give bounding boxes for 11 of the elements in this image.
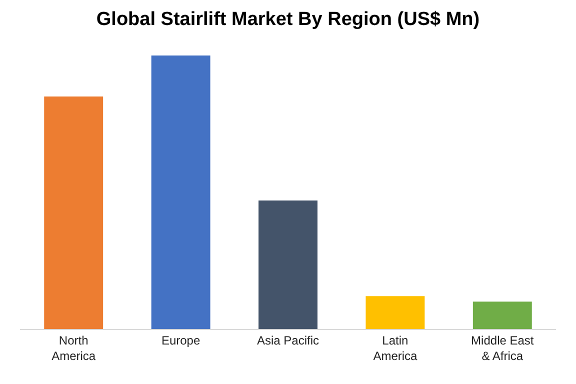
bar (366, 296, 425, 329)
x-tick-label: North America (52, 333, 96, 363)
bar (472, 302, 532, 329)
bar (151, 55, 210, 329)
x-tick-label: Asia Pacific (256, 333, 320, 348)
x-tick-label: Middle East & Africa (471, 333, 534, 363)
x-tick-label: Europe (161, 333, 200, 348)
bar (258, 200, 318, 329)
chart-title: Global Stairlift Market By Region (US$ Mn) (96, 8, 480, 30)
x-tick-label: Latin America (373, 333, 418, 363)
bar (44, 96, 104, 329)
